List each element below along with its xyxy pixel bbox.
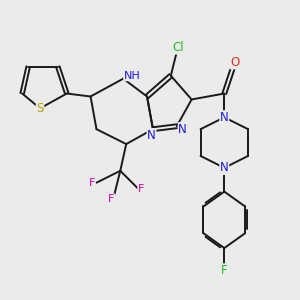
Text: O: O bbox=[230, 56, 239, 69]
Text: Cl: Cl bbox=[172, 41, 184, 54]
Text: N: N bbox=[220, 111, 229, 124]
Text: N: N bbox=[178, 123, 187, 136]
Text: N: N bbox=[147, 129, 156, 142]
Text: F: F bbox=[221, 264, 228, 277]
Text: N: N bbox=[220, 161, 229, 174]
Text: F: F bbox=[108, 194, 115, 204]
Text: NH: NH bbox=[124, 71, 140, 81]
Text: F: F bbox=[89, 178, 95, 188]
Text: S: S bbox=[36, 102, 44, 115]
Text: F: F bbox=[138, 184, 144, 194]
